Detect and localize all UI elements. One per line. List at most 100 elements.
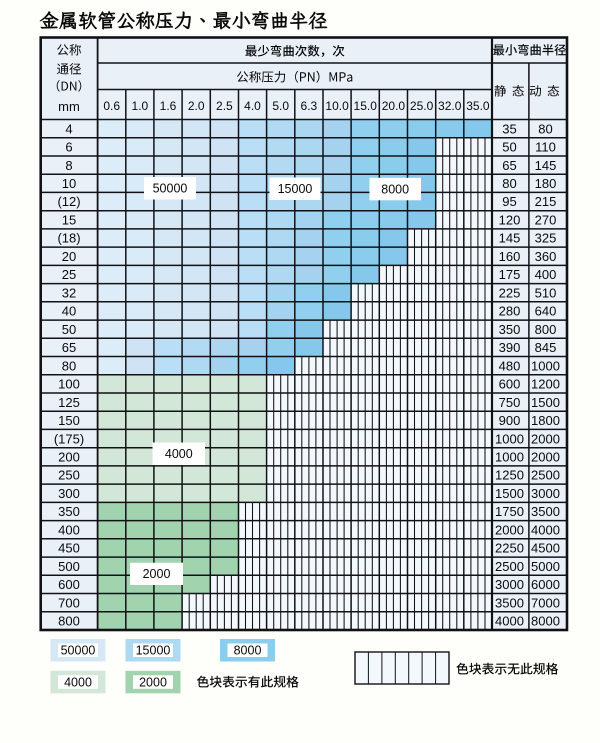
svg-text:3500: 3500: [531, 504, 560, 519]
svg-text:1000: 1000: [531, 358, 560, 373]
svg-text:800: 800: [535, 322, 557, 337]
svg-text:15.0: 15.0: [354, 99, 378, 113]
svg-text:6: 6: [65, 140, 72, 155]
svg-text:4000: 4000: [495, 614, 524, 629]
svg-text:50000: 50000: [153, 182, 188, 196]
svg-text:390: 390: [499, 340, 521, 355]
svg-text:15: 15: [62, 213, 76, 228]
svg-text:200: 200: [58, 450, 80, 465]
svg-text:8000: 8000: [234, 644, 262, 658]
svg-text:900: 900: [499, 413, 521, 428]
svg-text:845: 845: [535, 340, 557, 355]
svg-text:20: 20: [62, 249, 76, 264]
svg-text:5.0: 5.0: [272, 99, 289, 113]
svg-text:350: 350: [499, 322, 521, 337]
svg-text:400: 400: [535, 267, 557, 282]
svg-text:3000: 3000: [495, 577, 524, 592]
svg-text:750: 750: [499, 395, 521, 410]
svg-text:95: 95: [502, 194, 516, 209]
svg-text:0.6: 0.6: [103, 99, 120, 113]
svg-text:40: 40: [62, 304, 76, 319]
svg-text:350: 350: [58, 504, 80, 519]
svg-text:510: 510: [535, 285, 557, 300]
svg-text:2000: 2000: [495, 522, 524, 537]
svg-text:2250: 2250: [495, 541, 524, 556]
svg-text:2000: 2000: [531, 431, 560, 446]
svg-text:8000: 8000: [531, 614, 560, 629]
svg-text:8000: 8000: [381, 183, 409, 197]
svg-text:500: 500: [58, 559, 80, 574]
svg-text:180: 180: [535, 176, 557, 191]
svg-text:80: 80: [538, 121, 552, 136]
svg-text:15000: 15000: [278, 182, 313, 196]
svg-text:15000: 15000: [136, 644, 171, 658]
svg-text:2500: 2500: [531, 468, 560, 483]
svg-text:1800: 1800: [531, 413, 560, 428]
svg-text:120: 120: [499, 213, 521, 228]
svg-text:4.0: 4.0: [244, 99, 261, 113]
svg-text:215: 215: [535, 194, 557, 209]
svg-text:4000: 4000: [64, 675, 92, 689]
svg-text:65: 65: [502, 158, 516, 173]
svg-text:2000: 2000: [531, 450, 560, 465]
svg-text:100: 100: [58, 377, 80, 392]
svg-text:50: 50: [502, 140, 516, 155]
svg-text:300: 300: [58, 486, 80, 501]
svg-text:1250: 1250: [495, 468, 524, 483]
svg-text:150: 150: [58, 413, 80, 428]
svg-text:110: 110: [535, 140, 556, 155]
svg-text:600: 600: [58, 577, 80, 592]
svg-text:160: 160: [499, 249, 521, 264]
svg-text:1.6: 1.6: [160, 99, 177, 113]
svg-text:125: 125: [58, 395, 80, 410]
svg-text:(175): (175): [54, 431, 84, 446]
svg-text:(12): (12): [57, 194, 80, 209]
svg-text:400: 400: [58, 522, 80, 537]
svg-text:175: 175: [499, 267, 521, 282]
svg-text:25: 25: [62, 267, 76, 282]
svg-text:225: 225: [499, 285, 521, 300]
svg-text:1.0: 1.0: [132, 99, 149, 113]
svg-text:2000: 2000: [143, 567, 171, 581]
svg-text:4500: 4500: [531, 541, 560, 556]
svg-text:mm: mm: [58, 99, 80, 114]
svg-text:8: 8: [65, 158, 72, 173]
svg-text:80: 80: [62, 358, 76, 373]
svg-text:1500: 1500: [531, 395, 560, 410]
svg-text:1200: 1200: [531, 377, 560, 392]
svg-text:2000: 2000: [139, 675, 167, 689]
svg-text:325: 325: [535, 231, 557, 246]
svg-text:1500: 1500: [495, 486, 524, 501]
svg-text:32: 32: [62, 285, 76, 300]
svg-text:280: 280: [499, 304, 521, 319]
svg-text:20.0: 20.0: [382, 99, 406, 113]
svg-text:80: 80: [502, 176, 516, 191]
svg-text:(18): (18): [57, 231, 80, 246]
svg-text:1000: 1000: [495, 450, 524, 465]
svg-text:25.0: 25.0: [410, 99, 434, 113]
svg-text:10: 10: [62, 176, 76, 191]
svg-text:7000: 7000: [531, 595, 560, 610]
svg-text:65: 65: [62, 340, 76, 355]
svg-text:2.5: 2.5: [216, 99, 233, 113]
svg-text:4000: 4000: [531, 522, 560, 537]
svg-text:32.0: 32.0: [438, 99, 462, 113]
svg-text:600: 600: [499, 377, 521, 392]
svg-text:35: 35: [502, 121, 516, 136]
svg-text:145: 145: [499, 231, 521, 246]
svg-text:1750: 1750: [495, 504, 524, 519]
svg-text:5000: 5000: [531, 559, 560, 574]
svg-text:50000: 50000: [61, 644, 96, 658]
svg-text:50: 50: [62, 322, 76, 337]
svg-text:480: 480: [499, 358, 521, 373]
svg-text:360: 360: [535, 249, 557, 264]
svg-text:10.0: 10.0: [325, 99, 349, 113]
svg-text:2500: 2500: [495, 559, 524, 574]
svg-text:145: 145: [535, 158, 557, 173]
svg-text:6000: 6000: [531, 577, 560, 592]
svg-text:640: 640: [535, 304, 557, 319]
svg-text:4000: 4000: [165, 447, 193, 461]
svg-text:250: 250: [58, 468, 80, 483]
svg-text:2.0: 2.0: [188, 99, 205, 113]
svg-text:1000: 1000: [495, 431, 524, 446]
